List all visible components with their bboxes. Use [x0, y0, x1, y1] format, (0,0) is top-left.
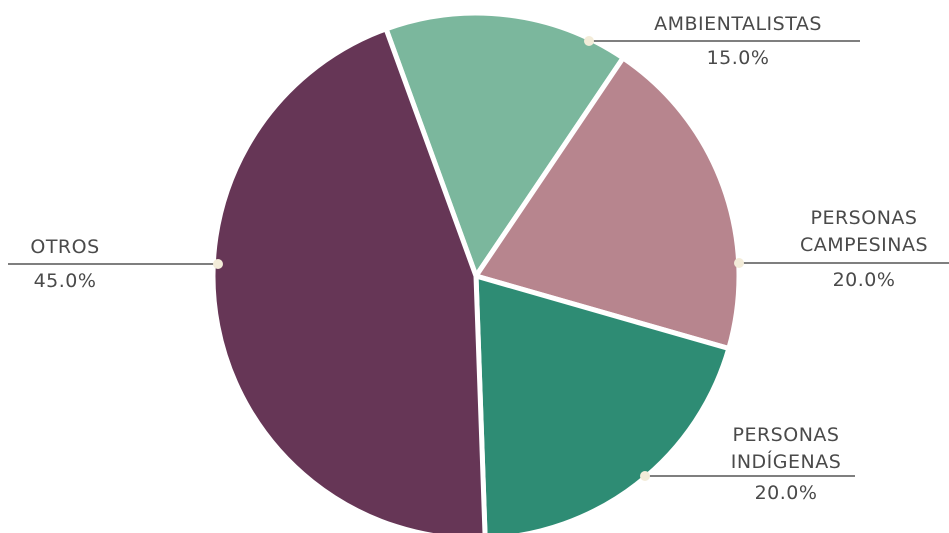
label-marker-0	[584, 36, 594, 46]
slice-label-2-0: PERSONAS	[733, 424, 840, 446]
label-marker-3	[213, 259, 223, 269]
pie-slice-1	[472, 54, 742, 352]
pie-labels: AMBIENTALISTAS 15.0% PERSONAS CAMPESINAS 20.…	[8, 13, 949, 504]
slice-value-0: 15.0%	[707, 47, 770, 69]
slice-label-1-0: PERSONAS	[811, 207, 918, 229]
label-marker-1	[734, 258, 744, 268]
slice-value-2: 20.0%	[755, 482, 818, 504]
slice-value-1: 20.0%	[833, 269, 896, 291]
slice-value-3: 45.0%	[34, 270, 97, 292]
pie-slice-0	[382, 10, 627, 282]
pie-slice-3	[210, 25, 488, 533]
slice-label-2-1: INDÍGENAS	[731, 450, 842, 473]
slice-label-0-0: AMBIENTALISTAS	[654, 13, 822, 35]
slice-label-3-0: OTROS	[30, 236, 99, 258]
label-marker-2	[640, 471, 650, 481]
pie-slices	[210, 10, 742, 533]
pie-slice-2	[473, 272, 732, 533]
slice-label-1-1: CAMPESINAS	[800, 234, 928, 256]
